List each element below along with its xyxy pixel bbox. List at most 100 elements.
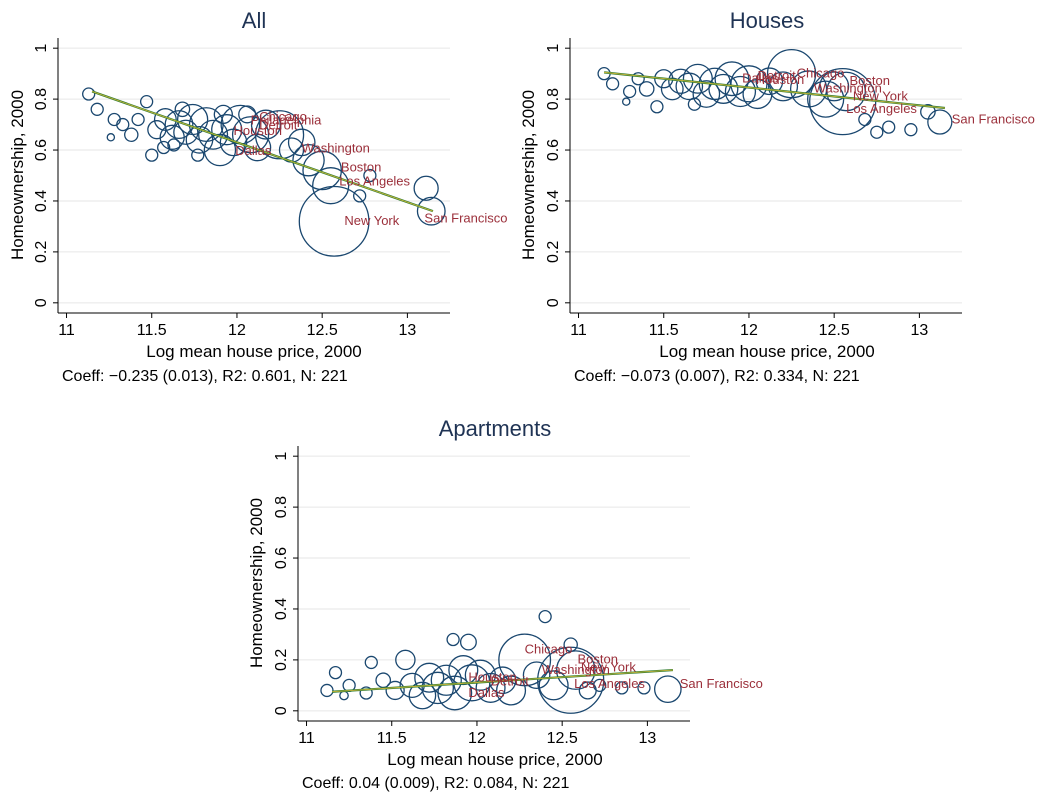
city-label: Los Angeles [339, 174, 410, 189]
data-point [164, 110, 194, 140]
data-point [724, 75, 757, 108]
y-tick-label: 1 [273, 452, 290, 461]
data-point [90, 102, 104, 116]
data-point [615, 681, 629, 695]
panel-all: All Homeownership, 2000 Log mean house p… [8, 8, 508, 385]
x-tick-label: 11 [570, 322, 587, 339]
data-point [298, 185, 370, 257]
city-label: Boston [578, 652, 618, 667]
data-point [631, 72, 645, 86]
data-point [82, 87, 96, 101]
y-tick-label: 0.6 [273, 547, 290, 569]
data-point [238, 105, 257, 124]
regression-note: Coeff: −0.073 (0.007), R2: 0.334, N: 221 [574, 368, 860, 385]
data-point [430, 664, 462, 696]
data-point [650, 100, 664, 114]
data-point [807, 80, 845, 118]
x-tick-label: 13 [638, 730, 656, 747]
data-point [413, 175, 439, 201]
data-point [421, 671, 455, 705]
city-label: Boston [341, 160, 381, 175]
y-tick-label: 0.2 [545, 241, 562, 263]
y-tick-label: 0.8 [545, 88, 562, 110]
data-point [292, 143, 325, 177]
fit-line-highlight [91, 91, 434, 212]
x-axis-label: Log mean house price, 2000 [387, 750, 603, 769]
fit-line-highlight [332, 669, 673, 693]
x-tick-label: 11 [298, 730, 315, 747]
regression-note: Coeff: 0.04 (0.009), R2: 0.084, N: 221 [302, 775, 570, 792]
data-point [675, 72, 704, 101]
x-tick-label: 11 [58, 322, 75, 339]
data-point [870, 125, 884, 139]
data-point [638, 81, 655, 97]
city-label: San Francisco [424, 211, 507, 226]
y-tick-label: 1 [545, 44, 562, 53]
data-point [328, 665, 343, 680]
data-point [157, 140, 171, 155]
data-point [167, 138, 181, 152]
data-point [708, 73, 739, 104]
data-point [522, 661, 551, 690]
data-point [819, 71, 850, 102]
x-tick-label: 11.5 [377, 730, 407, 747]
x-tick-label: 12 [468, 730, 486, 747]
city-label: Los Angeles [846, 101, 917, 116]
city-label: Washington [302, 141, 370, 156]
y-tick-label: 0 [273, 706, 290, 715]
data-point [621, 97, 631, 106]
y-axis-label: Homeownership, 2000 [247, 498, 266, 668]
data-point [414, 662, 445, 693]
city-label: Chicago [797, 65, 845, 80]
city-label: New York [853, 88, 908, 103]
data-point [593, 678, 607, 693]
data-point [692, 80, 721, 108]
data-point [687, 97, 702, 111]
fit-line-highlight [604, 71, 946, 109]
data-point [203, 133, 237, 167]
city-label: Dallas [742, 71, 779, 86]
data-point [254, 110, 305, 160]
data-point [339, 690, 349, 701]
data-point [416, 196, 446, 226]
data-point [353, 189, 367, 203]
city-label: San Francisco [952, 111, 1035, 126]
data-point [766, 48, 817, 99]
data-point [653, 675, 682, 704]
panel-title: Houses [730, 8, 805, 33]
city-label: Detroit [259, 118, 298, 133]
data-point [287, 128, 316, 157]
data-point [538, 670, 569, 701]
data-point [385, 680, 405, 701]
y-tick-label: 0.6 [545, 139, 562, 161]
data-point [364, 655, 378, 670]
data-point [213, 104, 233, 125]
data-point [637, 681, 651, 695]
x-axis-label: Log mean house price, 2000 [146, 342, 362, 361]
city-label: Washington [542, 662, 610, 677]
data-point [555, 650, 596, 690]
data-point [211, 114, 243, 146]
y-tick-label: 0.8 [273, 496, 290, 518]
data-point [174, 101, 191, 118]
city-label: Dallas [468, 685, 505, 700]
data-point [359, 686, 373, 700]
city-label: Boston [850, 73, 890, 88]
data-point [660, 77, 684, 101]
panel-title: Apartments [439, 416, 552, 441]
city-label: Dallas [235, 143, 272, 158]
data-point [173, 119, 199, 145]
data-point [107, 112, 121, 127]
data-point [446, 632, 460, 647]
regression-note: Coeff: −0.235 (0.013), R2: 0.601, N: 221 [62, 368, 348, 385]
y-tick-label: 0.8 [33, 88, 50, 110]
city-label: New York [344, 213, 399, 228]
data-point [495, 675, 527, 706]
city-label: Detroit [491, 673, 530, 688]
y-tick-label: 0.4 [545, 190, 562, 212]
panel-apartments: Apartments Homeownership, 2000 Log mean … [247, 416, 763, 792]
data-point [124, 127, 139, 143]
data-point [106, 133, 116, 142]
x-axis-label: Log mean house price, 2000 [659, 342, 875, 361]
x-tick-label: 12 [740, 322, 758, 339]
